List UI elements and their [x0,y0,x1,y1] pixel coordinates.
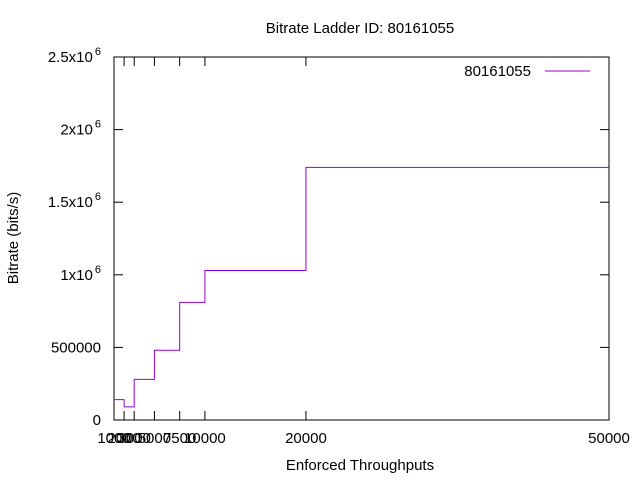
y-tick-exponent: 6 [95,264,101,276]
y-tick-exponent: 6 [95,46,101,58]
y-tick-label: 2.5x10 6 [48,46,101,66]
y-axis-title: Bitrate (bits/s) [5,192,22,285]
y-tick-base: 500000 [51,339,101,356]
chart-title: Bitrate Ladder ID: 80161055 [266,20,454,37]
x-tick-label: 3000 [118,430,151,447]
y-tick-exponent: 6 [95,191,101,203]
plot-area-border [113,56,610,421]
y-tick-exponent: 6 [95,119,101,131]
y-tick-label: 1.5x10 6 [48,191,101,211]
y-tick-base: 2x10 [60,122,93,139]
x-tick-label: 2000 [107,430,140,447]
y-tick-label: 500000 [51,339,101,356]
y-tick-base: 1.5x10 [48,194,93,211]
y-tick-base: 1x10 [60,267,93,284]
x-tick-label: 7500 [163,430,196,447]
x-axis-title: Enforced Throughputs [286,457,434,474]
x-tick-label: 10000 [184,430,226,447]
x-tick-label: 1000 [97,430,130,447]
legend: 80161055 [464,63,590,80]
y-tick-base: 0 [93,412,101,429]
x-tick-label: 20000 [285,430,327,447]
x-tick-label: 5000 [138,430,171,447]
y-tick-base: 2.5x10 [48,49,93,66]
x-tick-label: 50000 [588,430,630,447]
series-line-80161055 [114,166,609,408]
y-tick-label: 0 [93,412,101,429]
legend-label: 80161055 [464,63,531,80]
y-tick-label: 1x10 6 [60,264,101,284]
y-tick-label: 2x10 6 [60,119,101,139]
